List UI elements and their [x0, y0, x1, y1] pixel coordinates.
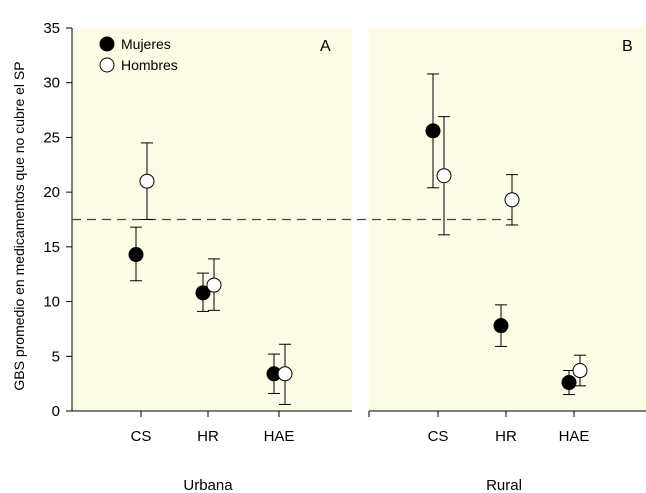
point-mujeres	[425, 123, 441, 139]
y-tick-label: 35	[43, 20, 60, 37]
point-hombres	[206, 277, 222, 293]
data-points	[128, 73, 588, 405]
y-tick-label: 0	[52, 403, 60, 420]
x-tick-label: CS	[131, 428, 152, 445]
legend-label-mujeres: Mujeres	[121, 36, 171, 52]
x-tick-label: CS	[428, 428, 449, 445]
panel-b-letter: B	[622, 38, 633, 55]
point-hombres	[504, 192, 520, 208]
x-tick-label: HAE	[559, 428, 590, 445]
legend-marker-hombres	[99, 57, 115, 73]
legend: Mujeres Hombres	[99, 36, 178, 73]
x-tick-label: HR	[197, 428, 219, 445]
group-label-rural: Rural	[486, 477, 522, 493]
y-tick-label: 10	[43, 294, 60, 311]
point-hombres	[277, 366, 293, 382]
point-hombres	[139, 173, 155, 189]
point-mujeres	[195, 285, 211, 301]
legend-label-hombres: Hombres	[121, 57, 178, 73]
x-tick-label: HR	[495, 428, 517, 445]
point-mujeres	[128, 247, 144, 263]
y-tick-label: 15	[43, 239, 60, 256]
y-axis-title-group: GBS promedio en medicamentos que no cubr…	[11, 61, 27, 390]
y-tick-label: 5	[52, 348, 60, 365]
point-mujeres	[493, 318, 509, 334]
y-tick-label: 30	[43, 75, 60, 92]
point-hombres	[572, 363, 588, 379]
y-tick-label: 20	[43, 184, 60, 201]
y-tick-label: 25	[43, 129, 60, 146]
axes: 0 5 10 15 20 25 30 35 CS HR HAE CS HR HAE	[43, 20, 646, 445]
point-hombres	[436, 168, 452, 184]
panel-a-letter: A	[320, 38, 331, 55]
group-label-urbana: Urbana	[183, 477, 233, 493]
y-axis-title: GBS promedio en medicamentos que no cubr…	[11, 61, 27, 390]
legend-marker-mujeres	[99, 36, 115, 52]
point-mujeres	[561, 375, 577, 391]
x-tick-label: HAE	[264, 428, 295, 445]
